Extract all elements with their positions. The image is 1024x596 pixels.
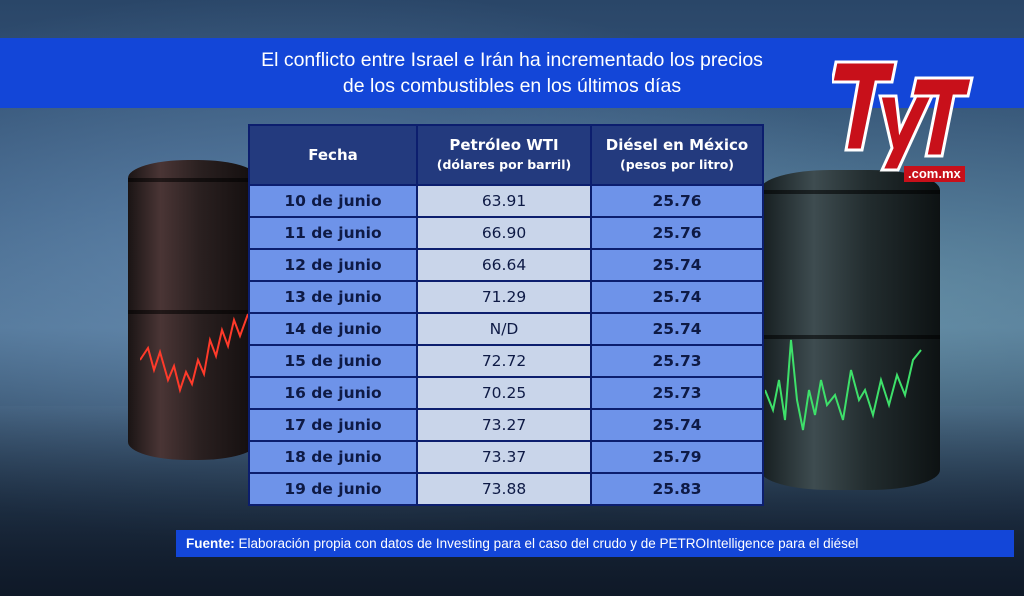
logo-domain: .com.mx: [904, 166, 965, 182]
table-row: 12 de junio 66.64 25.74: [248, 248, 764, 282]
red-price-wave: [140, 313, 249, 394]
header-oil: Petróleo WTI (dólares por barril): [416, 124, 592, 186]
cell-oil: 73.88: [416, 472, 592, 506]
cell-diesel: 25.83: [590, 472, 764, 506]
cell-date: 11 de junio: [248, 216, 418, 250]
table-header-row: Fecha Petróleo WTI (dólares por barril) …: [248, 124, 764, 186]
cell-oil: 63.91: [416, 184, 592, 218]
cell-date: 12 de junio: [248, 248, 418, 282]
cell-oil: 66.90: [416, 216, 592, 250]
table-row: 14 de junio N/D 25.74: [248, 312, 764, 346]
source-footer: Fuente: Elaboración propia con datos de …: [176, 530, 1014, 557]
header-diesel: Diésel en México (pesos por litro): [590, 124, 764, 186]
footer-text: Elaboración propia con datos de Investin…: [238, 536, 859, 551]
page-title: El conflicto entre Israel e Irán ha incr…: [0, 47, 1024, 99]
cell-diesel: 25.73: [590, 376, 764, 410]
table-row: 15 de junio 72.72 25.73: [248, 344, 764, 378]
price-table: Fecha Petróleo WTI (dólares por barril) …: [248, 124, 764, 506]
cell-date: 18 de junio: [248, 440, 418, 474]
cell-date: 19 de junio: [248, 472, 418, 506]
header-date: Fecha: [248, 124, 418, 186]
table-row: 16 de junio 70.25 25.73: [248, 376, 764, 410]
cell-date: 15 de junio: [248, 344, 418, 378]
title-line-2: de los combustibles en los últimos días: [342, 75, 682, 97]
table-row: 19 de junio 73.88 25.83: [248, 472, 764, 506]
cell-diesel: 25.73: [590, 344, 764, 378]
oil-barrel-left: [128, 160, 258, 460]
cell-date: 13 de junio: [248, 280, 418, 314]
header-oil-unit: (dólares por barril): [436, 157, 572, 172]
cell-oil: 71.29: [416, 280, 592, 314]
cell-diesel: 25.76: [590, 216, 764, 250]
cell-diesel: 25.79: [590, 440, 764, 474]
cell-diesel: 25.74: [590, 312, 764, 346]
table-row: 13 de junio 71.29 25.74: [248, 280, 764, 314]
oil-barrel-right: [760, 170, 940, 490]
cell-oil: N/D: [416, 312, 592, 346]
cell-date: 14 de junio: [248, 312, 418, 346]
cell-date: 17 de junio: [248, 408, 418, 442]
cell-oil: 73.27: [416, 408, 592, 442]
table-row: 18 de junio 73.37 25.79: [248, 440, 764, 474]
title-line-1: El conflicto entre Israel e Irán ha incr…: [261, 49, 763, 71]
cell-diesel: 25.74: [590, 280, 764, 314]
green-price-wave: [765, 339, 922, 431]
cell-diesel: 25.76: [590, 184, 764, 218]
cell-oil: 70.25: [416, 376, 592, 410]
table-row: 10 de junio 63.91 25.76: [248, 184, 764, 218]
tyt-logo: [832, 60, 974, 172]
cell-diesel: 25.74: [590, 408, 764, 442]
cell-date: 16 de junio: [248, 376, 418, 410]
cell-oil: 72.72: [416, 344, 592, 378]
header-diesel-unit: (pesos por litro): [619, 157, 735, 172]
footer-label: Fuente:: [186, 536, 235, 551]
cell-oil: 66.64: [416, 248, 592, 282]
cell-date: 10 de junio: [248, 184, 418, 218]
cell-diesel: 25.74: [590, 248, 764, 282]
table-row: 11 de junio 66.90 25.76: [248, 216, 764, 250]
cell-oil: 73.37: [416, 440, 592, 474]
table-row: 17 de junio 73.27 25.74: [248, 408, 764, 442]
